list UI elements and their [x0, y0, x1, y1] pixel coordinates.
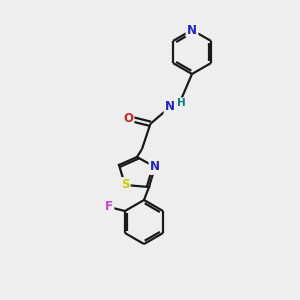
Text: F: F [105, 200, 113, 214]
Text: N: N [150, 160, 160, 173]
Text: N: N [165, 100, 175, 113]
Text: S: S [121, 178, 129, 191]
Text: N: N [187, 23, 197, 37]
Text: H: H [177, 98, 185, 108]
Text: O: O [123, 112, 133, 125]
